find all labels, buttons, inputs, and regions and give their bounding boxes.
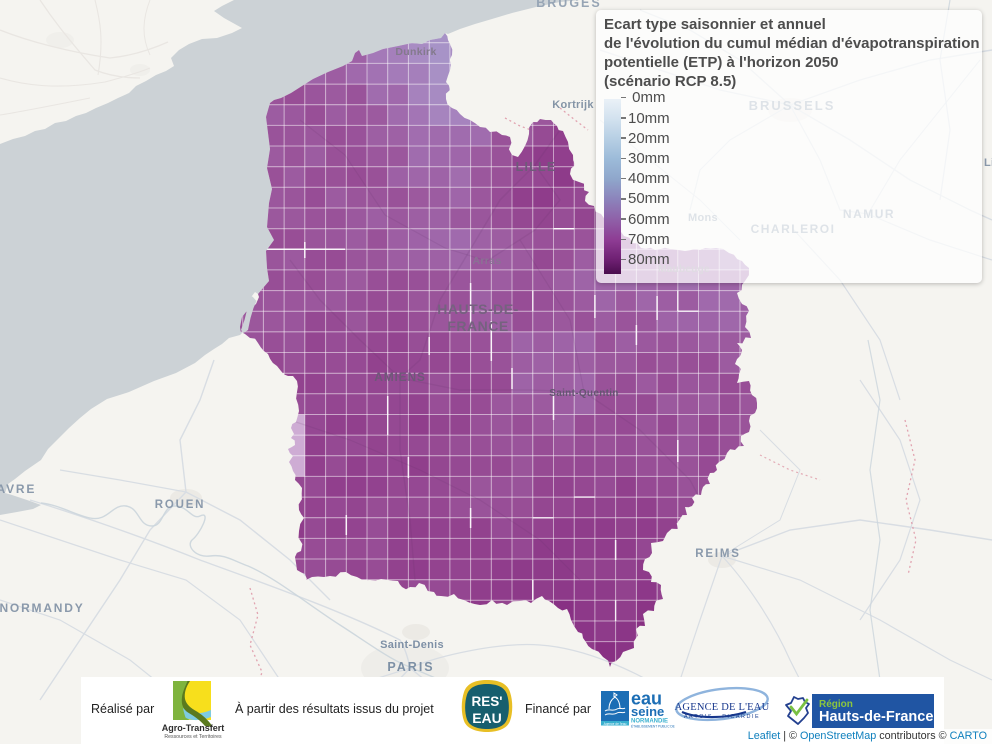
svg-text:ARTOIS . PICARDIE: ARTOIS . PICARDIE [684,714,760,720]
svg-text:NORMANDY: NORMANDY [0,601,85,615]
svg-text:Agence de l'eau: Agence de l'eau [604,722,627,726]
svg-text:seine: seine [631,704,664,719]
svg-text:Saint-Denis: Saint-Denis [380,639,444,651]
svg-text:LE HAVRE: LE HAVRE [0,482,36,496]
svg-text:AMIENS: AMIENS [374,370,425,384]
svg-text:AGENCE DE L'EAU: AGENCE DE L'EAU [675,702,770,713]
svg-text:Saint-Quentin: Saint-Quentin [549,388,618,399]
svg-text:eau: eau [631,689,662,709]
svg-text:BRUGES: BRUGES [536,0,601,10]
svg-text:Hauts-de-France: Hauts-de-France [819,709,933,725]
svg-text:Agro-Transfert: Agro-Transfert [162,723,225,733]
svg-text:EAU: EAU [472,710,502,726]
svg-text:RES': RES' [472,694,503,709]
svg-text:LILLE: LILLE [516,160,557,174]
svg-text:ROUEN: ROUEN [155,499,206,511]
svg-text:Dunkirk: Dunkirk [395,46,436,58]
svg-text:Kortrijk: Kortrijk [552,99,594,111]
svg-text:HAUTS-DE-: HAUTS-DE- [437,301,519,317]
svg-text:PARIS: PARIS [387,660,434,674]
svg-text:Liège: Liège [984,157,992,169]
svg-text:REIMS: REIMS [695,548,740,560]
svg-text:FRANCE: FRANCE [447,318,508,334]
svg-text:Ressources et Territoires: Ressources et Territoires [164,734,222,740]
svg-text:Arras: Arras [473,255,502,267]
svg-text:ÉTABLISSEMENT PUBLIC DE L'ÉTAT: ÉTABLISSEMENT PUBLIC DE L'ÉTAT [631,724,675,729]
svg-text:Région: Région [819,699,853,710]
svg-text:NORMANDIE: NORMANDIE [631,719,668,725]
